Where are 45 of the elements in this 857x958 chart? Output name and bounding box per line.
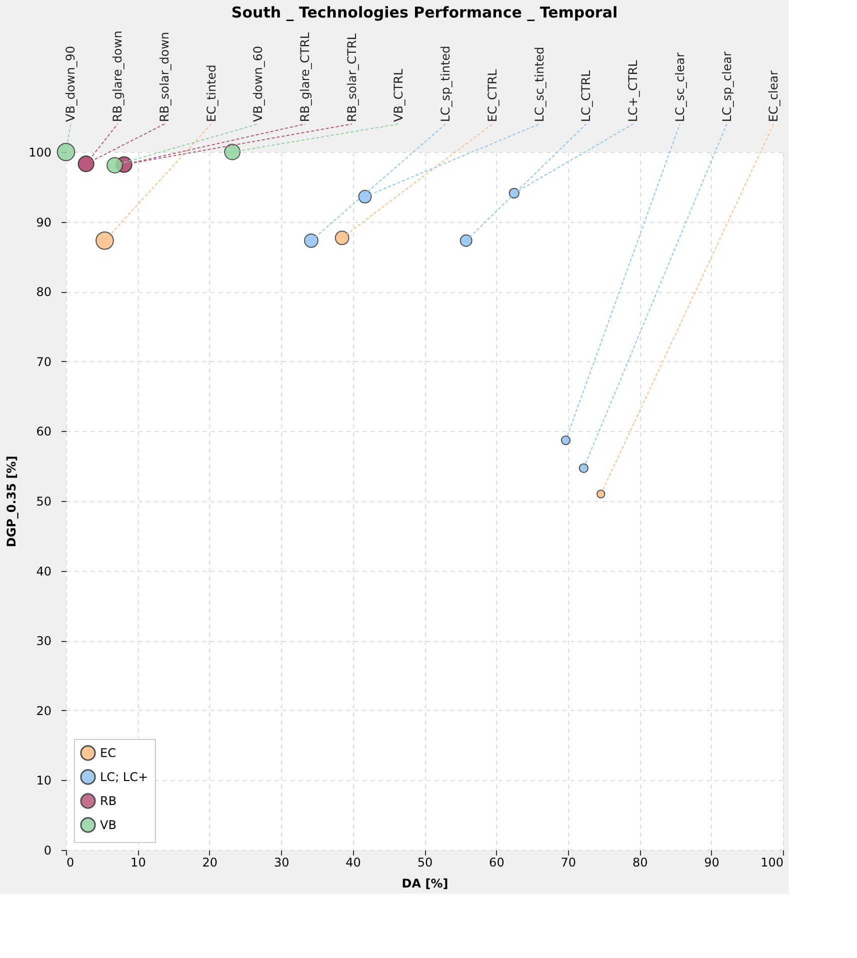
- x-tick-label: 90: [704, 856, 720, 870]
- y-tick-label: 30: [36, 634, 52, 648]
- y-tick-label: 0: [44, 844, 52, 858]
- x-tick-label: 0: [66, 856, 74, 870]
- legend-label: RB: [100, 794, 117, 808]
- y-tick-label: 90: [36, 215, 52, 230]
- x-tick-label: 20: [202, 856, 218, 870]
- annotation: LC_CTRL: [579, 70, 594, 122]
- annotation: LC_sc_clear: [672, 52, 687, 122]
- annotation: VB_down_60: [251, 46, 266, 122]
- y-axis-title: DGP_0.35 [%]: [4, 456, 19, 548]
- y-tick-label: 100: [28, 146, 52, 160]
- annotation: LC_sc_tinted: [532, 46, 546, 122]
- chart-title: South _ Technologies Performance _ Temporal: [231, 4, 618, 22]
- legend-label: LC; LC+: [100, 770, 148, 784]
- legend-label: EC: [100, 746, 116, 760]
- annotation: RB_solar_down: [157, 32, 172, 122]
- annotation: RB_glare_down: [110, 30, 125, 122]
- y-tick-label: 50: [36, 494, 52, 508]
- annotation: EC_tinted: [204, 64, 218, 122]
- annotation: EC_clear: [766, 70, 781, 122]
- annotation: RB_glare_CTRL: [298, 32, 312, 122]
- y-tick-label: 70: [36, 354, 52, 369]
- annotation: VB_CTRL: [392, 68, 406, 122]
- y-tick-label: 10: [36, 774, 52, 788]
- x-tick-label: 80: [632, 856, 648, 870]
- y-tick-label: 20: [36, 704, 52, 718]
- x-tick-label: 60: [489, 856, 504, 870]
- y-tick-label: 40: [36, 564, 52, 578]
- x-axis-title: DA [%]: [402, 876, 448, 890]
- y-tick-label: 80: [36, 285, 52, 300]
- annotation: LC_sp_clear: [720, 51, 734, 122]
- y-tick-label: 60: [36, 424, 52, 439]
- legend-label: VB: [100, 818, 116, 832]
- x-tick-label: 50: [417, 856, 433, 870]
- x-tick-label: 100: [760, 856, 784, 870]
- x-tick-label: 30: [274, 856, 290, 870]
- x-tick-label: 10: [130, 856, 146, 870]
- annotation: EC_CTRL: [485, 68, 500, 122]
- annotation: LC+_CTRL: [626, 60, 640, 122]
- annotation: VB_down_90: [64, 46, 78, 122]
- annotation: LC_sp_tinted: [438, 46, 453, 122]
- x-tick-label: 40: [346, 856, 361, 870]
- x-tick-label: 70: [560, 856, 576, 870]
- annotation: RB_solar_CTRL: [344, 33, 359, 122]
